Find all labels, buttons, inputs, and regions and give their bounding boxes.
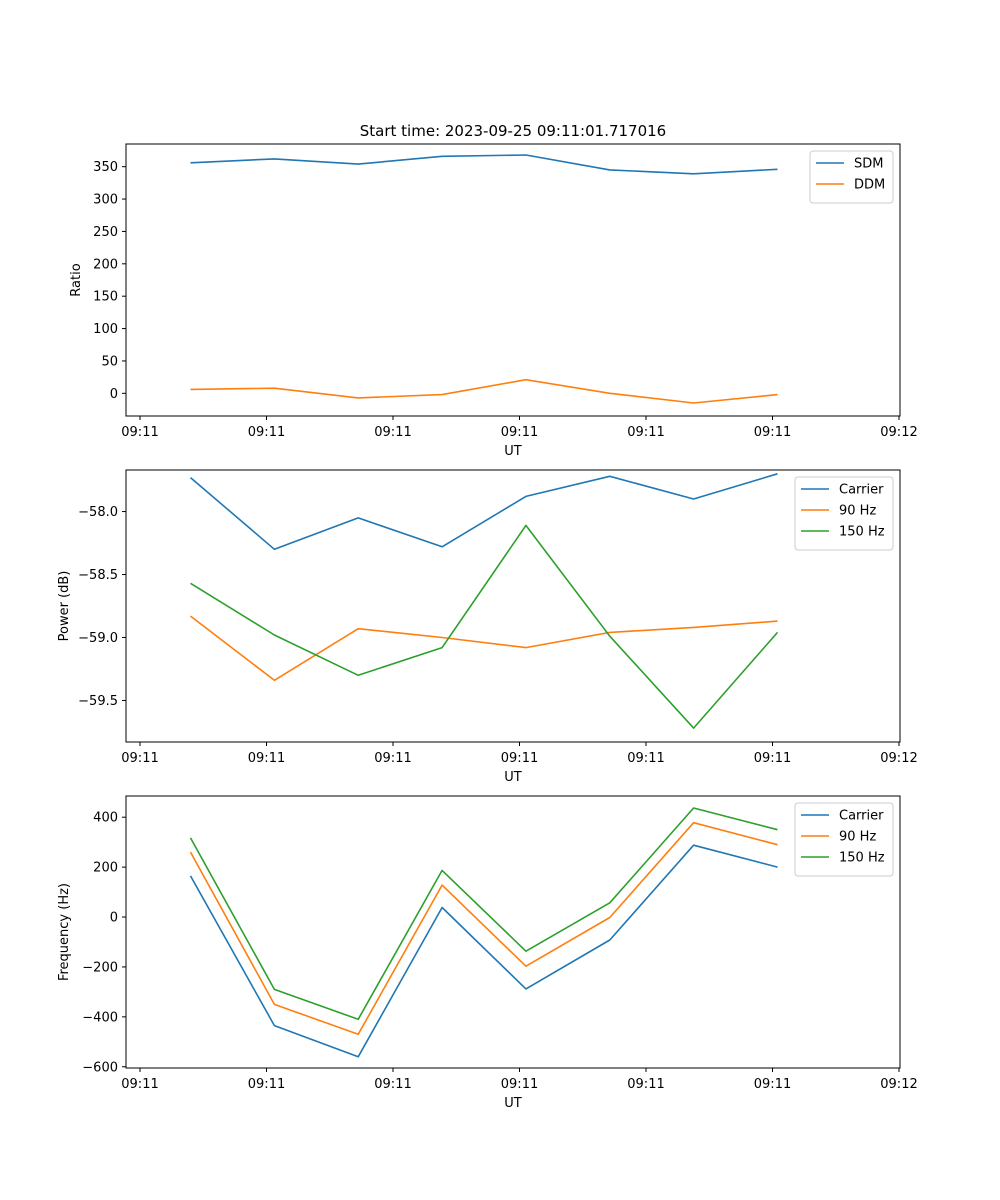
x-tick-label: 09:11 <box>501 751 538 766</box>
series-line-ddm <box>190 378 778 404</box>
legend-label: Carrier <box>839 809 884 824</box>
x-tick-label: 09:11 <box>248 1077 285 1092</box>
x-axis-label: UT <box>504 444 522 459</box>
series-line-150-hz <box>190 524 779 729</box>
power-panel: 09:11 09:11 09:11 09:11 09:11 09:11 09:12 −59.5… <box>57 469 918 785</box>
series-line-90-hz <box>189 821 778 1036</box>
y-tick-label: 400 <box>93 811 118 826</box>
axes-frame <box>125 143 901 417</box>
x-tick-label: 09:11 <box>754 751 791 766</box>
legend-label: 90 Hz <box>839 504 876 519</box>
y-tick-label: 350 <box>93 160 118 175</box>
x-tick-label: 09:12 <box>880 751 917 766</box>
series-line-90-hz <box>190 615 778 682</box>
y-tick-label: 200 <box>93 257 118 272</box>
y-tick-label: −400 <box>82 1010 118 1025</box>
x-tick-label: 09:11 <box>501 425 538 440</box>
x-tick-label: 09:11 <box>121 751 158 766</box>
x-tick-label: 09:11 <box>627 425 664 440</box>
axes-frame <box>125 795 901 1069</box>
series-line-carrier <box>189 473 778 551</box>
x-tick-label: 09:11 <box>248 751 285 766</box>
y-axis-label: Power (dB) <box>57 571 72 642</box>
x-tick-label: 09:11 <box>374 751 411 766</box>
y-tick-label: 150 <box>93 290 118 305</box>
x-tick-label: 09:11 <box>627 751 664 766</box>
y-axis-label: Ratio <box>69 263 84 296</box>
x-axis-label: UT <box>504 770 522 785</box>
x-tick-label: 09:12 <box>880 1077 917 1092</box>
y-tick-label: −200 <box>82 960 118 975</box>
x-tick-label: 09:11 <box>627 1077 664 1092</box>
legend-label: 150 Hz <box>839 851 885 866</box>
legend-label: 150 Hz <box>839 525 885 540</box>
frequency-panel: 09:11 09:11 09:11 09:11 09:11 09:11 09:12 −600 −… <box>57 795 918 1111</box>
y-tick-label: −58.0 <box>78 505 118 520</box>
y-tick-label: 250 <box>93 225 118 240</box>
y-axis-label: Frequency (Hz) <box>57 883 72 981</box>
y-tick-label: 100 <box>93 322 118 337</box>
x-tick-label: 09:11 <box>248 425 285 440</box>
legend-label: Carrier <box>839 483 884 498</box>
x-tick-label: 09:11 <box>374 425 411 440</box>
y-tick-label: −59.0 <box>78 631 118 646</box>
y-tick-label: 0 <box>110 911 118 926</box>
legend-label: 90 Hz <box>839 830 876 845</box>
x-axis-label: UT <box>504 1096 522 1111</box>
series-line-150-hz <box>189 807 778 1021</box>
series-line-sdm <box>190 154 778 175</box>
y-tick-label: 200 <box>93 861 118 876</box>
chart-title: Start time: 2023-09-25 09:11:01.717016 <box>360 122 666 140</box>
y-tick-label: −58.5 <box>78 568 118 583</box>
x-tick-label: 09:11 <box>374 1077 411 1092</box>
y-tick-label: −59.5 <box>78 694 118 709</box>
x-tick-label: 09:12 <box>880 425 917 440</box>
x-tick-label: 09:11 <box>754 1077 791 1092</box>
ratio-panel: Start time: 2023-09-25 09:11:01.717016 0… <box>69 122 918 459</box>
y-tick-label: 300 <box>93 193 118 208</box>
series-line-carrier <box>189 844 778 1058</box>
legend-label: DDM <box>854 178 885 193</box>
legend <box>809 150 894 204</box>
y-tick-label: 50 <box>101 354 118 369</box>
legend-label: SDM <box>854 157 883 172</box>
axes-frame <box>125 469 901 743</box>
y-tick-label: −600 <box>82 1060 118 1075</box>
x-tick-label: 09:11 <box>121 1077 158 1092</box>
x-tick-label: 09:11 <box>501 1077 538 1092</box>
y-tick-label: 0 <box>110 387 118 402</box>
x-tick-label: 09:11 <box>121 425 158 440</box>
x-tick-label: 09:11 <box>754 425 791 440</box>
